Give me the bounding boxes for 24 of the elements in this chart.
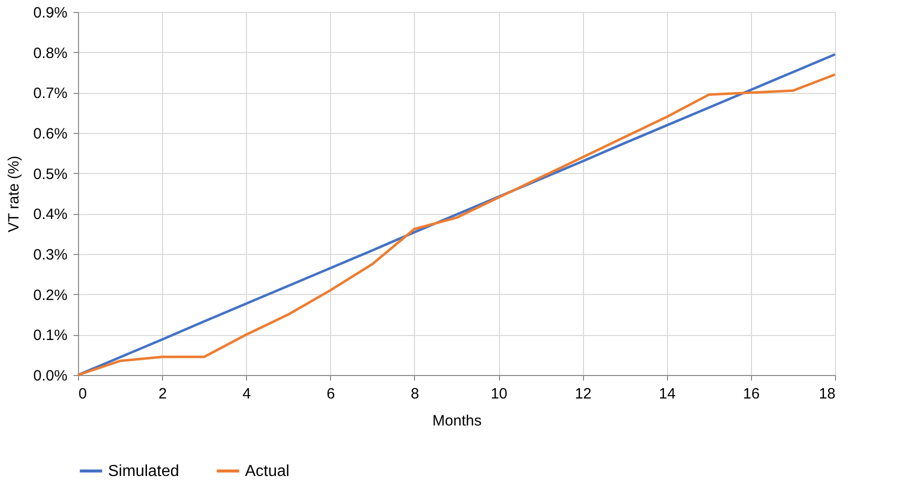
y-tick-label: 0.3% <box>33 246 68 264</box>
y-tick-label: 0.5% <box>33 166 68 183</box>
legend-label: Simulated <box>108 463 180 480</box>
y-tick-label: 0.2% <box>33 286 68 304</box>
x-tick-label: 10 <box>490 386 508 402</box>
y-tick-label: 0.6% <box>33 126 68 142</box>
x-tick-label: 12 <box>574 386 592 402</box>
y-axis-title: VT rate (%) <box>5 156 22 232</box>
x-tick-label: 6 <box>326 386 336 402</box>
y-tick-label: 0.0% <box>33 368 68 384</box>
x-tick-label: 4 <box>242 386 251 402</box>
y-tick-label: 0.1% <box>33 327 68 344</box>
x-tick-label: 8 <box>410 386 420 402</box>
y-tick-label: 0.9% <box>33 4 68 22</box>
x-tick-label: 18 <box>818 386 836 402</box>
x-tick-label: 16 <box>743 386 760 402</box>
y-tick-label: 0.8% <box>33 44 68 62</box>
x-tick-label: 14 <box>658 386 676 402</box>
legend-label: Actual <box>245 463 290 480</box>
x-tick-label: 0 <box>78 386 87 402</box>
x-axis-title: Months <box>432 412 482 430</box>
y-tick-label: 0.4% <box>33 206 68 224</box>
x-tick-label: 2 <box>158 386 167 402</box>
y-tick-label: 0.7% <box>33 85 68 102</box>
